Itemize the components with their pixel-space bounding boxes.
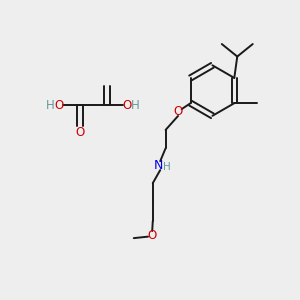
Text: H: H	[131, 99, 140, 112]
Text: O: O	[76, 126, 85, 139]
Text: O: O	[123, 99, 132, 112]
Text: N: N	[154, 159, 163, 172]
Text: O: O	[148, 229, 157, 242]
Text: H: H	[46, 99, 55, 112]
Text: O: O	[54, 99, 63, 112]
Text: H: H	[163, 162, 171, 172]
Text: O: O	[173, 105, 183, 118]
